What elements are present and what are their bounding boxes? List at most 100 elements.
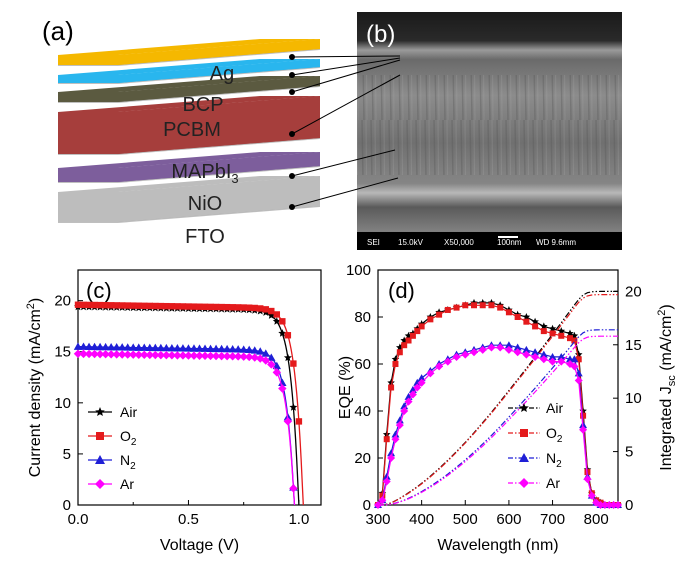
marker-star <box>289 403 298 411</box>
marker-square <box>497 304 504 311</box>
marker-triangle <box>189 344 199 352</box>
marker-triangle <box>256 347 265 355</box>
series-o2 <box>74 301 304 506</box>
marker-diamond <box>184 351 193 360</box>
series-ar <box>374 335 622 509</box>
marker-square <box>523 318 530 325</box>
marker-diamond <box>217 351 226 361</box>
marker-diamond <box>101 350 110 359</box>
marker-triangle <box>261 349 270 357</box>
marker-diamond <box>117 350 127 359</box>
layer-front-face <box>58 59 320 83</box>
plot-frame-d <box>377 269 619 506</box>
layer-top-face <box>58 76 320 92</box>
series-line <box>78 345 296 506</box>
marker-triangle <box>504 341 513 349</box>
marker-star <box>400 336 408 344</box>
marker-square <box>532 323 539 330</box>
marker-diamond <box>504 345 513 354</box>
marker-square <box>549 330 556 337</box>
marker-star <box>391 355 400 363</box>
marker-diamond <box>443 357 452 366</box>
marker-triangle <box>106 342 116 351</box>
marker-triangle <box>90 342 99 351</box>
y2-axis-label: Integrated Jsc (mA/cm2) <box>656 304 678 471</box>
marker-square <box>157 302 165 310</box>
marker-star <box>519 403 529 412</box>
sem-voltage: 15.0kV <box>398 238 424 247</box>
marker-triangle <box>531 348 540 356</box>
marker-triangle <box>548 352 557 360</box>
marker-square <box>567 335 573 342</box>
marker-triangle <box>519 453 529 462</box>
x-tick-label: 700 <box>540 511 565 528</box>
marker-triangle <box>184 344 193 352</box>
marker-triangle <box>382 472 391 480</box>
marker-square <box>163 302 170 310</box>
marker-triangle <box>151 343 160 352</box>
legend-label-main: Air <box>120 404 137 420</box>
marker-star <box>267 311 276 319</box>
marker-diamond <box>250 353 259 362</box>
marker-square <box>479 302 486 309</box>
marker-diamond <box>522 350 531 359</box>
marker-square <box>246 304 253 311</box>
marker-diamond <box>435 362 444 371</box>
marker-diamond <box>73 349 83 358</box>
legend-item-air: Air <box>88 404 137 420</box>
marker-triangle <box>211 344 221 353</box>
marker-square <box>229 304 236 311</box>
marker-diamond <box>278 384 287 393</box>
marker-square <box>295 418 303 425</box>
y2-label-end: ) <box>658 304 675 309</box>
marker-diamond <box>404 397 413 406</box>
y-tick-label: 10 <box>54 395 71 412</box>
marker-triangle <box>222 344 232 353</box>
marker-square <box>201 303 209 310</box>
marker-diamond <box>145 350 154 360</box>
x-tick-label: 500 <box>453 511 478 528</box>
marker-square <box>152 302 159 310</box>
marker-triangle <box>129 343 138 351</box>
marker-triangle <box>162 343 171 352</box>
marker-diamond <box>112 350 121 359</box>
y-axis-label-end: ) <box>27 298 44 303</box>
series-n2 <box>374 329 622 508</box>
y-tick-label: 100 <box>346 262 371 279</box>
legend-label-main: N <box>120 452 130 468</box>
marker-triangle <box>239 345 248 353</box>
legend-label: Ar <box>546 475 560 491</box>
y2-tick-label: 0 <box>625 497 633 514</box>
marker-square <box>290 360 297 367</box>
legend-item-ar: Ar <box>508 475 560 491</box>
marker-square <box>118 302 126 309</box>
layer-front-face <box>58 176 320 222</box>
marker-diamond <box>222 352 232 361</box>
marker-triangle <box>200 344 210 352</box>
marker-square <box>146 302 153 310</box>
marker-diamond <box>84 349 94 359</box>
marker-triangle <box>250 346 259 354</box>
marker-triangle <box>84 342 94 351</box>
marker-triangle <box>278 378 287 387</box>
marker-diamond <box>272 368 282 377</box>
marker-star <box>95 407 105 416</box>
marker-diamond <box>408 390 417 399</box>
marker-diamond <box>391 435 400 444</box>
marker-triangle <box>391 430 400 438</box>
y-tick-label: 0 <box>63 497 71 514</box>
marker-square <box>102 301 109 309</box>
marker-diamond <box>413 383 422 392</box>
marker-square <box>401 342 408 349</box>
marker-square <box>462 302 469 309</box>
layer-nio <box>58 152 320 183</box>
sem-scalebar <box>498 236 518 238</box>
marker-diamond <box>513 348 522 357</box>
series-line <box>78 306 300 506</box>
sem-image: SEI 15.0kV X50,000 100nm WD 9.6mm (b) <box>357 12 622 250</box>
marker-triangle <box>233 345 243 353</box>
marker-square <box>540 328 547 335</box>
layer-mapbi <box>58 96 320 155</box>
legend-label-main: O <box>120 428 131 444</box>
marker-diamond <box>156 350 166 360</box>
